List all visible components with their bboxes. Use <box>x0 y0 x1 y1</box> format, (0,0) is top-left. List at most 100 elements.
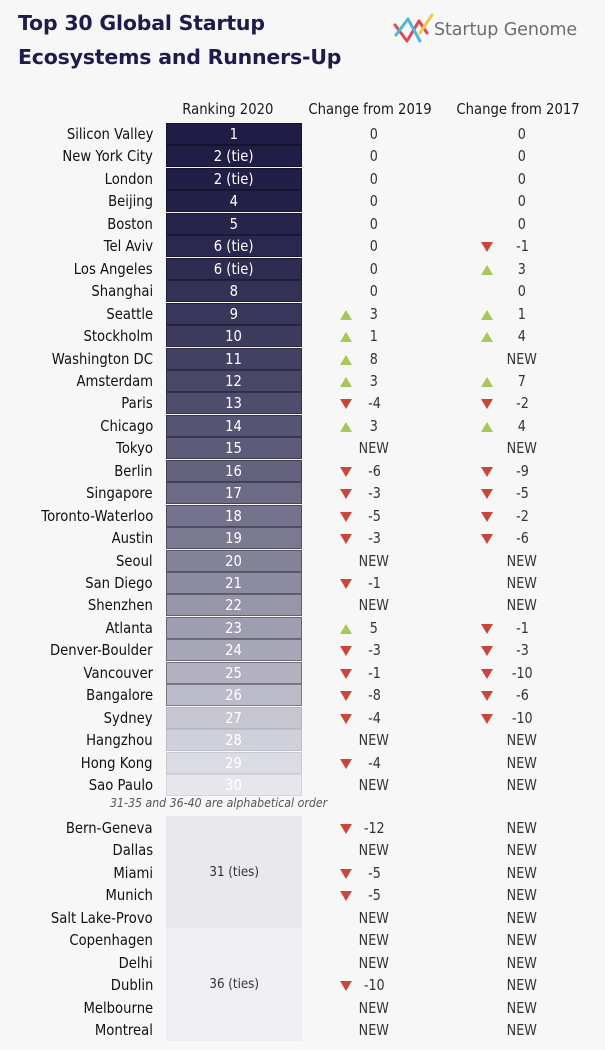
change-2017-value: -10 <box>492 707 552 729</box>
ecosystem-name: Denver-Boulder <box>50 641 153 660</box>
triangle-up-icon <box>340 376 352 387</box>
ecosystem-name: Shenzhen <box>87 596 153 615</box>
triangle-down-icon <box>340 824 352 834</box>
rank-bar: 1 <box>166 123 302 145</box>
triangle-up-icon <box>340 623 352 634</box>
change-2017-text: NEW <box>506 349 538 368</box>
change-2019-text: NEW <box>358 931 390 950</box>
change-2019-value: NEW <box>344 929 404 951</box>
change-2017-text: 0 <box>517 214 527 233</box>
ecosystem-name: Berlin <box>114 461 153 480</box>
rank-bar: 24 <box>166 639 302 662</box>
change-2019-value: 0 <box>344 145 404 167</box>
rank-label: 1 <box>229 125 239 143</box>
change-2017-text: NEW <box>506 776 538 795</box>
change-2017-text: 7 <box>517 371 527 390</box>
table-row: Shanghai 8 0 0 <box>0 280 605 303</box>
rank-label: 2 (tie) <box>214 169 254 188</box>
change-2019-text: 0 <box>369 214 379 233</box>
rank-bar: 17 <box>166 482 302 505</box>
triangle-down-icon <box>481 511 493 522</box>
rank-bar: 8 <box>166 280 302 303</box>
change-2017-value: 4 <box>492 325 552 347</box>
ecosystem-name: Montreal <box>94 1021 153 1040</box>
ecosystem-name: New York City <box>62 147 153 166</box>
triangle-down-icon <box>481 534 493 545</box>
triangle-down-icon <box>481 691 493 702</box>
table-row: London 2 (tie) 0 0 <box>0 167 605 190</box>
table-row: New York City 2 (tie) 0 0 <box>0 145 605 168</box>
change-2017-text: NEW <box>506 574 538 592</box>
triangle-down-icon <box>340 489 352 500</box>
change-2017-value: 0 <box>492 168 552 190</box>
change-2017-text: 4 <box>517 327 527 346</box>
triangle-up-icon <box>481 309 493 320</box>
change-2019-value: -1 <box>344 572 404 594</box>
triangle-up-icon <box>340 309 352 320</box>
header-change-2019: Change from 2019 <box>308 100 432 118</box>
change-2019-value: NEW <box>344 839 404 861</box>
triangle-down-icon <box>340 981 352 992</box>
triangle-down-icon <box>340 891 352 902</box>
runner-up-row: Bern-Geneva -12 NEW <box>0 817 605 839</box>
rank-bar: 29 <box>166 751 302 774</box>
change-2017-text: NEW <box>506 931 538 950</box>
change-2017-text: NEW <box>506 908 538 927</box>
change-2017-value: 0 <box>492 190 552 212</box>
change-2019-value: 3 <box>344 303 404 325</box>
change-2019-text: 0 <box>369 282 379 301</box>
logo-text: Startup Genome <box>434 20 578 40</box>
triangle-down-icon <box>481 466 493 477</box>
ecosystem-name: Vancouver <box>83 663 153 682</box>
rank-label: 29 <box>225 753 243 772</box>
change-2019-value: 3 <box>344 370 404 392</box>
triangle-down-icon <box>340 399 352 410</box>
ecosystem-name: Singapore <box>86 484 153 503</box>
change-2017-text: -2 <box>515 506 529 525</box>
rank-label: 25 <box>225 663 243 682</box>
change-2017-text: NEW <box>506 998 538 1017</box>
change-2019-value: -6 <box>344 460 404 482</box>
change-2017-value: -2 <box>492 505 552 527</box>
change-2019-text: NEW <box>358 776 390 795</box>
rank-bar: 22 <box>166 594 302 617</box>
title-line-2: Ecosystems and Runners-Up <box>18 45 342 69</box>
rank-label: 15 <box>225 439 243 458</box>
change-2017-value: -1 <box>492 617 552 639</box>
change-2019-text: NEW <box>358 596 390 615</box>
change-2017-text: -6 <box>515 529 529 548</box>
triangle-down-icon <box>340 579 352 589</box>
tie-group-box: 31 (ties) <box>166 816 302 929</box>
table-row: Amsterdam 12 3 7 <box>0 369 605 392</box>
ecosystem-name: Munich <box>105 886 153 905</box>
table-row: Sao Paulo 30 NEW NEW <box>0 774 605 797</box>
ecosystem-name: Copenhagen <box>69 931 153 950</box>
runner-up-row: Delhi NEW NEW <box>0 952 605 974</box>
triangle-down-icon <box>340 534 352 545</box>
change-2019-text: 0 <box>369 192 379 211</box>
ecosystem-name: Seoul <box>116 551 153 570</box>
triangle-down-icon <box>481 713 493 724</box>
change-2019-text: -4 <box>367 708 381 727</box>
change-2019-value: 0 <box>344 235 404 257</box>
change-2017-text: -1 <box>515 237 529 256</box>
table-row: Vancouver 25 -1 -10 <box>0 661 605 684</box>
chart-title: Top 30 Global Startup Ecosystems and Run… <box>18 6 341 74</box>
change-2019-value: NEW <box>344 594 404 616</box>
change-2019-text: 0 <box>369 259 379 278</box>
change-2019-value: -3 <box>344 527 404 549</box>
change-2019-value: -5 <box>344 505 404 527</box>
change-2017-text: NEW <box>506 731 538 750</box>
table-row: Tokyo 15 NEW NEW <box>0 437 605 460</box>
ecosystem-name: Beijing <box>108 192 153 211</box>
table-row: Shenzhen 22 NEW NEW <box>0 594 605 617</box>
change-2017-value: -2 <box>492 392 552 414</box>
rank-bar: 6 (tie) <box>166 257 302 280</box>
runner-up-row: Salt Lake-Provo NEW NEW <box>0 907 605 929</box>
tie-group-box: 36 (ties) <box>166 928 302 1041</box>
rank-bar: 19 <box>166 527 302 550</box>
zigzag-logo-icon <box>393 13 434 43</box>
change-2017-text: 0 <box>517 192 527 211</box>
tie-group-label: 36 (ties) <box>209 976 259 993</box>
table-row: San Diego 21 -1 NEW <box>0 572 605 594</box>
